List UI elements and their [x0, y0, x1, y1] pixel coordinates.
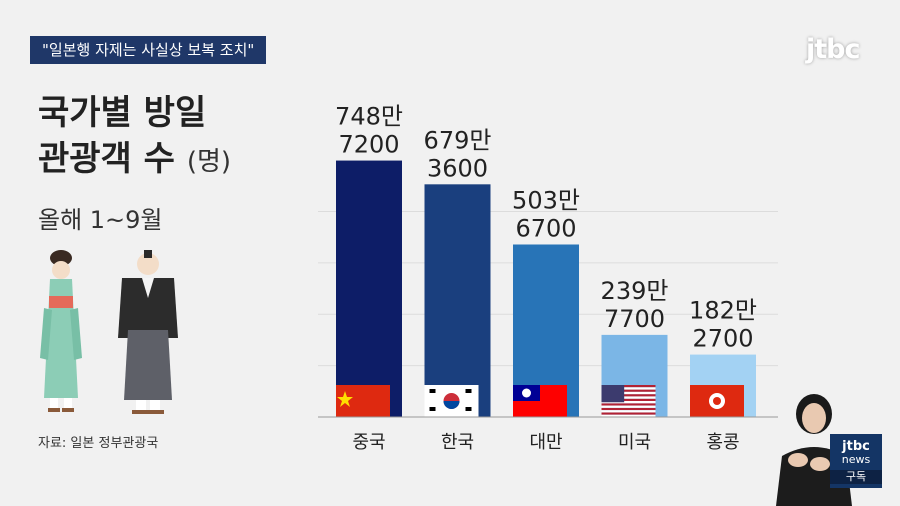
value-label-line2: 2700	[692, 325, 753, 353]
category-label: 한국	[441, 432, 474, 453]
value-label-line2: 6700	[515, 214, 576, 242]
china-flag	[336, 385, 390, 417]
hakama-man-illustration	[118, 250, 178, 414]
taiwan-flag	[513, 385, 567, 417]
jtbc-news-subscribe-badge[interactable]: jtbc news 구독	[830, 434, 882, 488]
chart-subtitle: 올해 1~9월	[38, 206, 163, 234]
headline-banner: "일본행 자제는 사실상 보복 조치"	[30, 36, 267, 64]
category-label: 대만	[529, 432, 562, 453]
category-label: 홍콩	[706, 432, 739, 453]
title-line-2: 관광객 수 (명)	[38, 136, 231, 185]
value-label-line2: 3600	[427, 154, 488, 182]
category-label: 중국	[352, 432, 385, 453]
chart-bars	[336, 160, 756, 417]
source-note: 자료: 일본 정부관광국	[38, 436, 159, 451]
subscribe-button[interactable]: 구독	[830, 470, 882, 484]
value-label-line1: 182만	[689, 297, 757, 325]
title-unit: (명)	[186, 147, 232, 177]
badge-brand: jtbc	[842, 439, 870, 454]
value-label-line1: 239만	[601, 277, 669, 305]
title-line-2-text: 관광객 수	[38, 139, 175, 179]
title-line-1: 국가별 방일	[38, 93, 207, 133]
bar-중국	[336, 160, 402, 417]
value-label-line1: 679만	[424, 126, 492, 154]
value-label-line1: 503만	[512, 186, 580, 214]
chart-title: 국가별 방일 관광객 수 (명)	[38, 90, 231, 185]
value-label-line2: 7200	[338, 131, 399, 159]
badge-news: news	[841, 453, 871, 466]
kimono-woman-illustration	[40, 250, 82, 412]
hongkong-flag	[690, 385, 744, 417]
category-label: 미국	[618, 432, 651, 453]
value-label-line1: 748만	[335, 103, 403, 131]
jtbc-logo: jtbc	[806, 34, 860, 65]
value-label-line2: 7700	[604, 305, 665, 333]
usa-flag	[601, 385, 656, 417]
korea-flag	[424, 385, 479, 417]
bar-한국	[424, 184, 491, 417]
